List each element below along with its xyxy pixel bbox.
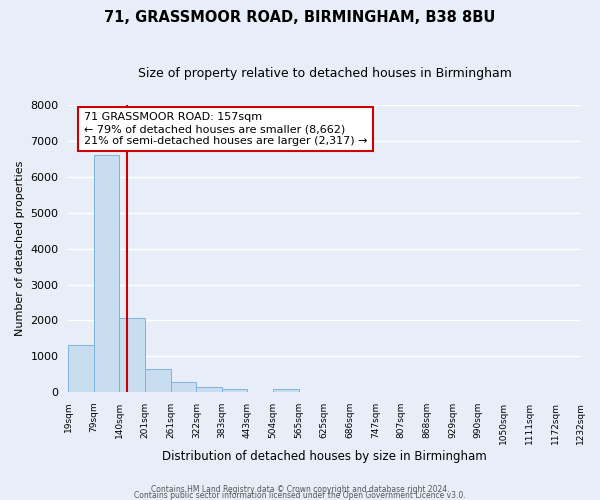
Text: 71 GRASSMOOR ROAD: 157sqm
← 79% of detached houses are smaller (8,662)
21% of se: 71 GRASSMOOR ROAD: 157sqm ← 79% of detac… (84, 112, 367, 146)
Y-axis label: Number of detached properties: Number of detached properties (15, 161, 25, 336)
Title: Size of property relative to detached houses in Birmingham: Size of property relative to detached ho… (137, 68, 511, 80)
Text: 71, GRASSMOOR ROAD, BIRMINGHAM, B38 8BU: 71, GRASSMOOR ROAD, BIRMINGHAM, B38 8BU (104, 10, 496, 25)
Bar (145, 369, 170, 392)
Bar (222, 389, 247, 392)
X-axis label: Distribution of detached houses by size in Birmingham: Distribution of detached houses by size … (162, 450, 487, 462)
Bar (119, 318, 145, 392)
Bar (196, 388, 222, 392)
Text: Contains public sector information licensed under the Open Government Licence v3: Contains public sector information licen… (134, 490, 466, 500)
Bar (68, 346, 94, 392)
Bar (94, 155, 119, 392)
Text: Contains HM Land Registry data © Crown copyright and database right 2024.: Contains HM Land Registry data © Crown c… (151, 484, 449, 494)
Bar (273, 389, 299, 392)
Bar (170, 382, 196, 392)
